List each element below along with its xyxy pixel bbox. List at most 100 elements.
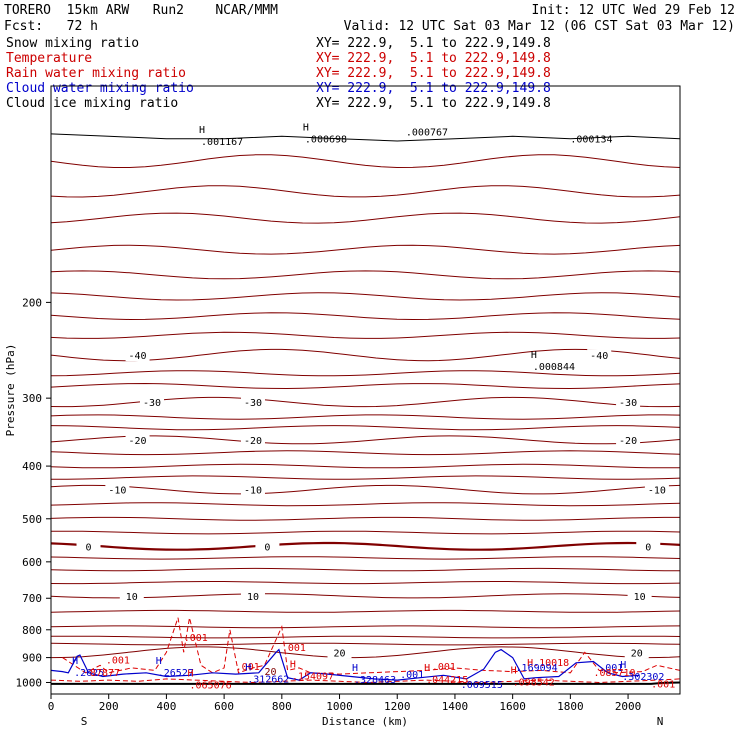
contour-label-bg [255,540,280,553]
isotherm-line [51,425,680,431]
temperature-contour--40 [51,348,680,362]
y-tick-label: 700 [22,592,42,605]
temperature-contour-label: -20 [244,436,262,447]
temperature-contour-label: 0 [85,542,91,553]
value-annotation: .001 [282,643,306,654]
temperature-contour-label: -40 [590,351,608,362]
contour-label-bg [616,433,641,446]
x-tick-label: 2000 [615,700,642,713]
snow-contour [51,133,680,142]
value-annotation: .001 [184,633,208,644]
value-annotation: .065076 [189,680,231,691]
contour-label-bg [636,540,661,553]
plot-frame [50,85,681,695]
legend-rain-name: Rain water mixing ratio [6,66,186,81]
value-annotation: .2625 [74,668,104,679]
value-annotation: .312662 [247,674,289,685]
x-tick-label: 600 [214,700,234,713]
temperature-contour-label: 10 [126,592,138,603]
y-tick-label: 400 [22,460,42,473]
isotherm-line [51,556,680,560]
contour-label-bg [627,589,652,602]
isotherm-line [51,625,680,629]
legend-cloud-water-xy: XY= 222.9, 5.1 to 222.9,149.8 [316,81,551,96]
contour-label-bg [616,396,641,409]
value-annotation: .044215 [426,675,468,686]
value-annotation: .169094 [516,663,558,674]
contour-label-bg [240,589,265,602]
isotherm-line [51,212,680,224]
value-annotation: .328463 [354,675,396,686]
y-tick-label: 800 [22,624,42,637]
max-marker: H [531,350,537,361]
legend-rain-xy: XY= 222.9, 5.1 to 222.9,149.8 [316,66,551,81]
temperature-contour--20 [51,435,680,445]
temperature-contour-label: -30 [244,398,262,409]
max-marker: H [199,125,205,136]
contour-label-bg [119,589,144,602]
temperature-contour-label: 20 [334,648,346,659]
x-tick-label: 0 [48,700,55,713]
contour-label-bg [76,540,101,553]
value-annotation: .085710 [593,668,635,679]
max-marker: H [156,656,162,667]
y-tick-label: 1000 [16,676,43,689]
plot-inner: -40 -40 -30 -30 -30 -20 -20 -20 -10 -10 -10 0 0 0 10 10… [51,123,680,691]
temperature-contour-label: 20 [631,648,643,659]
x-tick-label: 1400 [442,700,469,713]
max-marker: H [620,660,626,671]
max-marker: H [245,662,251,673]
temperature-contour-10 [51,593,680,599]
contour-label-bg [139,396,164,409]
legend-temperature-name: Temperature [6,51,92,66]
isotherm-line [51,270,680,280]
isotherm-line [51,382,680,390]
temperature-contour--10 [51,484,680,495]
value-annotation: .001 [651,680,675,691]
value-annotation: H.10018 [527,658,569,669]
y-tick-label: 200 [22,296,42,309]
contour-label-bg [125,433,150,446]
cloud-water-contour [51,648,640,681]
legend-temperature-xy: XY= 222.9, 5.1 to 222.9,149.8 [316,51,551,66]
max-marker: H [352,663,358,674]
isotherm-line [51,581,680,585]
temperature-contour-label: -10 [244,486,262,497]
y-tick-label: 900 [22,652,42,665]
y-tick-label: 500 [22,513,42,526]
value-annotation: .000698 [305,135,347,146]
y-tick-label: 300 [22,392,42,405]
isotherm-line [51,502,680,507]
temperature-contour-label: -30 [619,398,637,409]
contour-label-bg [240,483,265,496]
value-annotation: .001 [432,662,456,673]
legend-cloud-ice-xy: XY= 222.9, 5.1 to 222.9,149.8 [316,96,551,111]
x-axis-label: Distance (km) [322,715,408,728]
value-annotation: .001167 [201,137,243,148]
contour-label-bg [105,483,130,496]
value-annotation: .000134 [570,135,612,146]
x-tick-label: 1800 [557,700,584,713]
header-left-line2: Fcst: 72 h [4,19,98,34]
max-marker: H [72,656,78,667]
header-right-line2: Valid: 12 UTC Sat 03 Mar 12 (06 CST Sat … [344,19,735,34]
temperature-contour-label: 10 [634,592,646,603]
value-annotation: 87877 [90,668,120,679]
temperature-contour-0 [51,541,680,551]
legend-cloud-ice-name: Cloud ice mixing ratio [6,96,178,111]
isotherm-line [51,312,680,321]
x-tick-label: 400 [156,700,176,713]
value-annotation: .000767 [406,128,448,139]
temperature-contour-label: 0 [645,542,651,553]
ground-line [51,681,680,685]
header-right-line1: Init: 12 UTC Wed 29 Feb 12 [532,3,736,18]
x-tick-label: 1600 [499,700,526,713]
x-tick-label: 1200 [384,700,411,713]
header-left-line1: TORERO 15km ARW Run2 NCAR/MMM [4,3,278,18]
rain-contour [62,617,680,675]
contour-label-bg [240,396,265,409]
temperature-contour-label: -10 [108,486,126,497]
plot-area: -40 -40 -30 -30 -30 -20 -20 -20 -10 -10 -10 0 0 0 10 10… [16,85,681,713]
value-annotation: .001 [599,663,623,674]
